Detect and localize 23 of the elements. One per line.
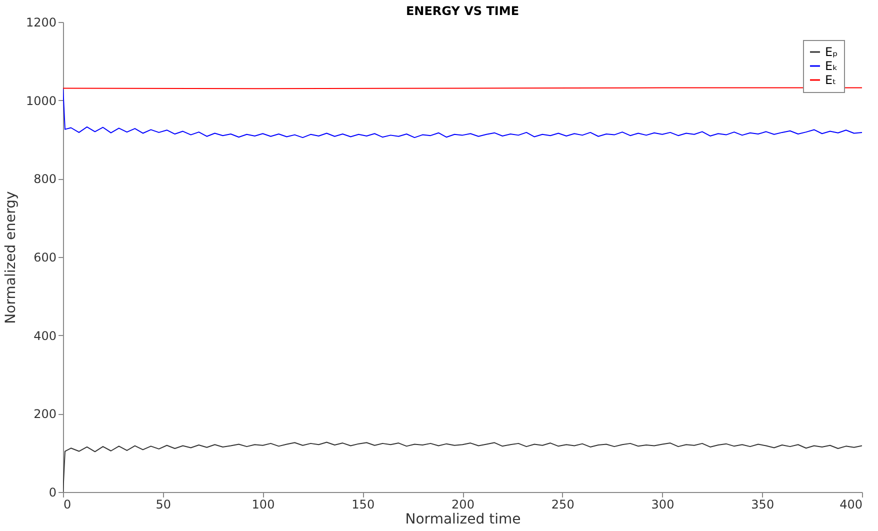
y-tick-label: 200 [34, 407, 56, 422]
x-tick-label: 50 [156, 498, 172, 512]
y-tick-label: 1000 [26, 94, 56, 108]
x-tick-label: 400 [840, 498, 862, 512]
x-tick-label: 250 [551, 498, 574, 512]
x-tick-label: 300 [651, 498, 674, 512]
y-tick-label: 800 [34, 172, 56, 186]
line-series [63, 88, 862, 138]
x-axis-title: Normalized time [405, 512, 521, 528]
x-tick-label: 200 [452, 498, 474, 512]
legend-label: Eₖ [825, 59, 838, 73]
x-tick-label: 150 [352, 498, 375, 512]
legend-label: Eₚ [825, 45, 838, 59]
y-tick-label: 600 [34, 250, 56, 264]
chart-title: ENERGY VS TIME [406, 4, 520, 18]
y-tick-label: 1200 [26, 16, 56, 30]
x-tick-label: 100 [252, 498, 275, 512]
x-tick-label: 350 [751, 498, 774, 512]
y-tick-label: 400 [34, 328, 56, 343]
x-tick-label: 0 [64, 498, 72, 512]
legend-label: Eₜ [825, 73, 836, 87]
y-axis-title: Normalized energy [2, 191, 19, 324]
y-tick-label: 0 [48, 486, 56, 500]
